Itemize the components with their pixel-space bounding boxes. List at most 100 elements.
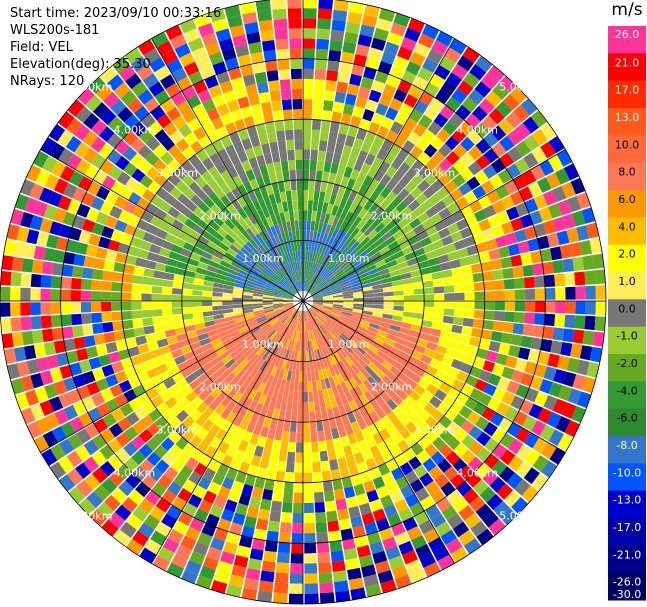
range-gate (505, 111, 522, 129)
range-gate (510, 86, 528, 104)
range-gate (347, 224, 357, 236)
range-gate (514, 358, 528, 372)
range-gate (328, 131, 338, 143)
range-gate (355, 246, 366, 257)
range-gate (574, 315, 586, 330)
range-gate (328, 225, 336, 237)
range-gate (358, 342, 369, 352)
range-gate (396, 388, 409, 401)
range-gate (348, 253, 358, 263)
range-gate (430, 451, 445, 466)
range-gate (342, 538, 356, 551)
range-gate (311, 129, 321, 141)
range-gate (350, 316, 361, 323)
range-gate (358, 405, 369, 418)
range-gate (329, 39, 343, 52)
range-gate (318, 0, 334, 10)
range-gate (450, 358, 464, 371)
range-gate (319, 582, 334, 594)
range-gate (318, 358, 325, 370)
range-gate (315, 58, 328, 70)
range-gate (447, 340, 460, 351)
range-gate (361, 426, 372, 440)
range-gate (464, 301, 475, 310)
range-gate (312, 295, 323, 299)
range-gate (389, 444, 403, 458)
range-gate (431, 40, 449, 56)
range-gate (327, 59, 340, 72)
range-gate (348, 339, 358, 349)
range-gate (441, 355, 454, 366)
range-gate (340, 260, 350, 270)
range-gate (317, 279, 326, 288)
range-gate (313, 349, 319, 361)
range-gate (502, 93, 520, 111)
range-gate (322, 303, 334, 306)
range-gate (378, 8, 396, 22)
range-gate (311, 289, 320, 296)
range-gate (341, 346, 351, 356)
range-gate (365, 583, 382, 598)
range-gate (342, 144, 353, 157)
range-gate (315, 252, 321, 264)
range-gate (459, 256, 471, 267)
range-gate (331, 19, 346, 32)
range-gate (371, 80, 386, 94)
range-gate (372, 308, 384, 314)
range-gate (362, 211, 373, 223)
range-gate (393, 55, 409, 70)
range-gate (352, 334, 363, 343)
range-gate (312, 109, 323, 121)
range-gate (308, 309, 315, 318)
range-gate (436, 186, 450, 200)
range-gate (315, 264, 322, 274)
range-gate (339, 61, 353, 74)
range-gate (383, 291, 394, 297)
range-gate (474, 170, 489, 185)
range-gate (406, 525, 423, 541)
range-gate (416, 253, 428, 263)
range-gate (355, 328, 366, 337)
range-gate (314, 180, 322, 192)
range-gate (307, 271, 311, 282)
range-gate (342, 262, 352, 272)
range-gate (303, 371, 308, 382)
range-gate (303, 58, 315, 69)
colorbar-tick-label: 17.0 (615, 84, 640, 97)
range-gate (343, 248, 353, 258)
range-gate (336, 336, 346, 346)
range-gate (304, 310, 307, 322)
range-gate (421, 390, 434, 403)
range-gate (366, 531, 382, 545)
range-gate (363, 199, 374, 211)
range-gate (306, 310, 312, 320)
range-gate (417, 67, 434, 82)
range-gate (453, 442, 469, 458)
range-gate (417, 211, 430, 224)
range-gate (390, 346, 402, 357)
range-gate (569, 242, 583, 257)
range-gate (332, 152, 342, 165)
range-gate (547, 353, 560, 368)
range-gate (337, 185, 346, 198)
range-gate (346, 496, 358, 509)
range-gate (444, 135, 460, 151)
range-gate (328, 172, 337, 184)
range-gate (398, 175, 411, 188)
range-gate (375, 102, 389, 117)
range-gate (451, 210, 465, 223)
range-gate (315, 211, 322, 222)
range-gate (350, 420, 361, 433)
range-gate (370, 233, 382, 244)
range-gate (467, 161, 483, 176)
range-gate (469, 496, 486, 513)
range-gate (581, 207, 596, 224)
range-gate (404, 361, 417, 372)
range-gate (319, 325, 327, 335)
range-gate (369, 444, 381, 458)
range-gate (350, 363, 361, 375)
range-gate (415, 543, 432, 559)
range-gate (328, 49, 342, 62)
range-gate (532, 455, 549, 472)
range-gate (422, 313, 434, 321)
